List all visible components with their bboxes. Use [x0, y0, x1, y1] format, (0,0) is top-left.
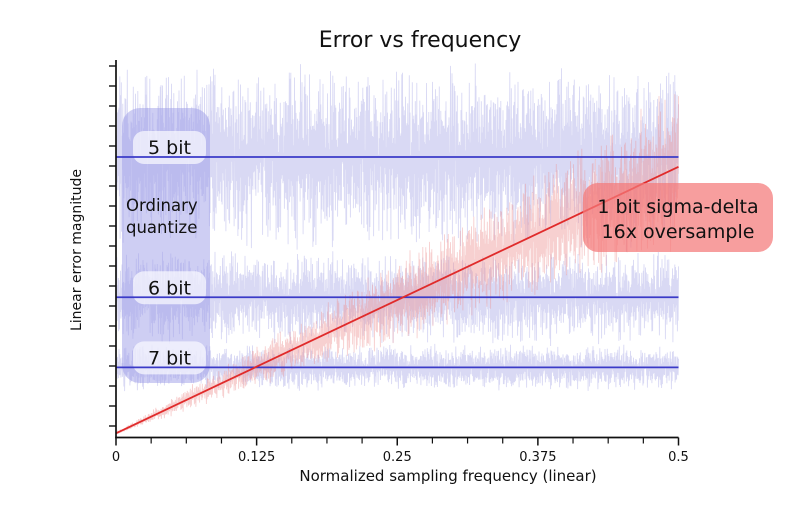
bit-label-pill-5-bit	[133, 131, 206, 164]
bit-label-pill-6-bit	[133, 271, 206, 305]
axes-layer: 0 0.125 0.25 0.375 0.5	[109, 60, 689, 465]
bit-label-7-bit: 7 bit	[148, 347, 191, 369]
bit-label-pills-layer	[133, 131, 206, 375]
bit-label-6-bit: 6 bit	[148, 277, 191, 299]
chart-title: Error vs frequency	[319, 28, 521, 53]
x-tick-label: 0	[112, 450, 120, 465]
sigma-delta-label-box	[583, 183, 773, 252]
ordinary-quantize-label-line1: Ordinary	[126, 196, 198, 215]
x-tick-label: 0.375	[519, 450, 556, 465]
ordinary-quantize-label-line2: quantize	[126, 218, 197, 237]
sigma-delta-label-line2: 16x oversample	[602, 221, 755, 243]
x-tick-label: 0.125	[238, 450, 275, 465]
x-axis-label: Normalized sampling frequency (linear)	[299, 467, 596, 485]
bit-label-pill-7-bit	[133, 341, 206, 375]
bit-labels-layer: 5 bit 6 bit 7 bit	[148, 137, 191, 369]
sigma-delta-label-line1: 1 bit sigma-delta	[597, 196, 758, 218]
x-tick-label: 0.25	[383, 450, 412, 465]
x-tick-label: 0.5	[668, 450, 689, 465]
y-axis-label: Linear error magnitude	[69, 169, 85, 331]
ordinary-quantize-highlight-box	[122, 108, 210, 383]
bit-label-5-bit: 5 bit	[148, 137, 191, 159]
noise-trace-1-bit-sigma-delta-16x-oversample	[115, 94, 679, 435]
